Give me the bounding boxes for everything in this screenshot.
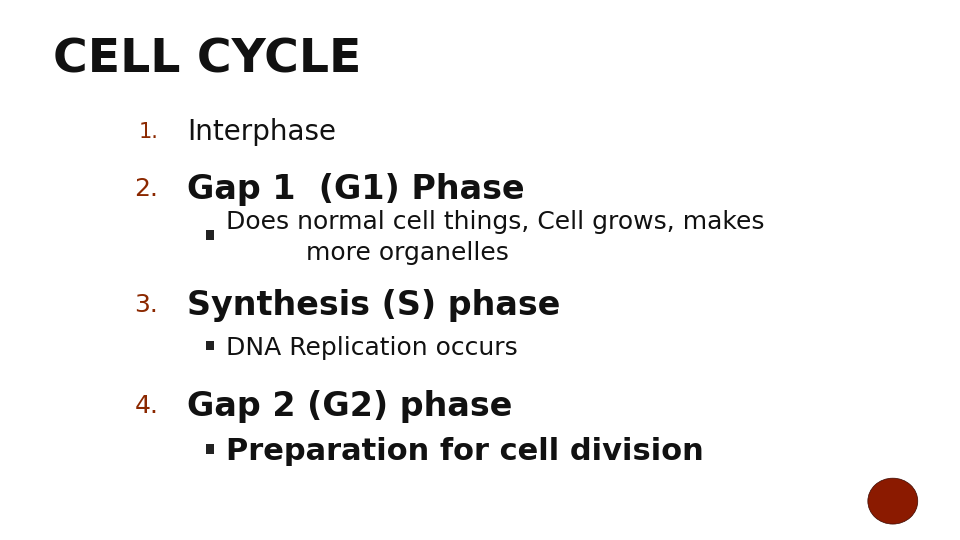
Text: Does normal cell things, Cell grows, makes
          more organelles: Does normal cell things, Cell grows, mak… <box>226 210 764 265</box>
Ellipse shape <box>868 478 918 524</box>
Polygon shape <box>206 341 214 350</box>
Polygon shape <box>206 444 214 454</box>
Text: CELL CYCLE: CELL CYCLE <box>53 38 361 83</box>
Text: Gap 2 (G2) phase: Gap 2 (G2) phase <box>187 389 513 423</box>
Text: 3.: 3. <box>134 293 158 317</box>
Text: Synthesis (S) phase: Synthesis (S) phase <box>187 288 561 322</box>
Text: Preparation for cell division: Preparation for cell division <box>226 437 704 467</box>
Text: 2.: 2. <box>134 177 158 201</box>
Text: 4.: 4. <box>134 394 158 418</box>
Text: Interphase: Interphase <box>187 118 336 146</box>
Text: DNA Replication occurs: DNA Replication occurs <box>226 336 517 360</box>
Text: Gap 1  (G1) Phase: Gap 1 (G1) Phase <box>187 172 525 206</box>
Polygon shape <box>206 230 214 240</box>
Text: 1.: 1. <box>138 122 158 143</box>
